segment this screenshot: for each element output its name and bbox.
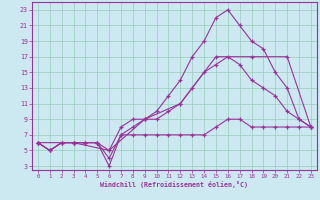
X-axis label: Windchill (Refroidissement éolien,°C): Windchill (Refroidissement éolien,°C)	[100, 181, 248, 188]
